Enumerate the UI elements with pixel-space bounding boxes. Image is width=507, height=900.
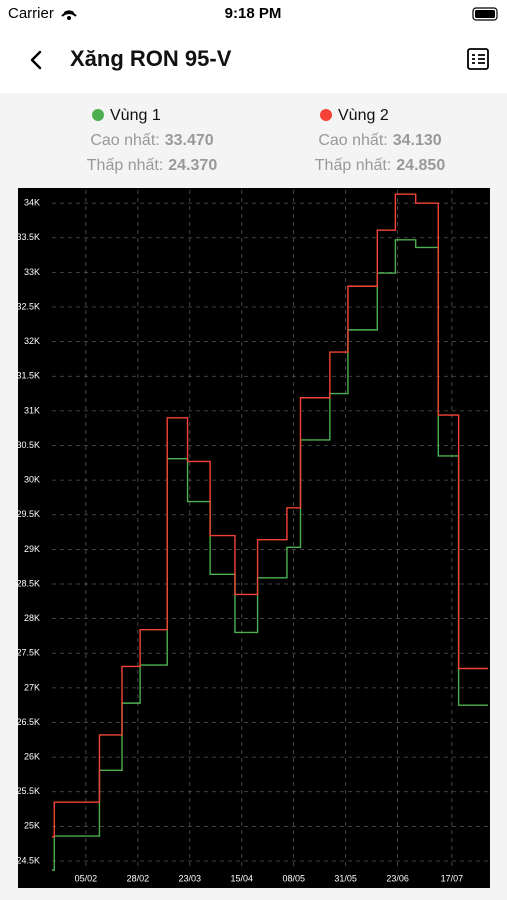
stat-value: 34.130 [393,132,442,149]
carrier: Carrier [8,5,54,22]
wifi-dot [67,16,71,20]
legend-dot [320,109,332,121]
y-tick-label: 26K [24,752,40,762]
nav-title: Xăng RON 95-V [70,46,232,71]
y-tick-label: 34K [24,198,40,208]
y-tick-label: 29.5K [16,509,40,519]
y-tick-label: 33.5K [16,232,40,242]
x-tick-label: 15/04 [230,873,253,883]
x-tick-label: 08/05 [282,873,305,883]
stat-high: Cao nhất: 33.470 [90,132,213,149]
y-tick-label: 25.5K [16,786,40,796]
stat-value: 24.850 [396,157,445,174]
stat-high: Cao nhất: 34.130 [318,132,441,149]
wifi-icon [61,10,77,17]
y-tick-label: 28K [24,613,40,623]
y-tick-label: 32.5K [16,301,40,311]
stat-label: Cao nhất: [318,132,387,149]
chart-bg [18,188,490,888]
y-tick-label: 27.5K [16,648,40,658]
x-tick-label: 23/06 [386,873,409,883]
stat-value: 33.470 [165,132,214,149]
list-button[interactable] [467,48,489,70]
legend-label: Vùng 2 [338,107,389,124]
y-tick-label: 33K [24,267,40,277]
y-tick-label: 30K [24,475,40,485]
legend-dot [92,109,104,121]
x-tick-label: 17/07 [441,873,464,883]
x-tick-label: 31/05 [334,873,357,883]
y-tick-label: 31.5K [16,371,40,381]
stat-low: Thấp nhất: 24.370 [87,157,218,174]
y-tick-label: 27K [24,682,40,692]
y-tick-label: 30.5K [16,440,40,450]
y-tick-label: 24.5K [16,855,40,865]
back-button[interactable] [30,50,42,70]
y-tick-label: 25K [24,821,40,831]
x-tick-label: 23/03 [179,873,202,883]
stat-low: Thấp nhất: 24.850 [315,157,446,174]
battery [472,7,498,21]
stat-label: Thấp nhất: [315,157,392,174]
battery-level [475,10,495,18]
x-tick-label: 28/02 [127,873,150,883]
x-tick-label: 05/02 [75,873,98,883]
y-tick-label: 29K [24,544,40,554]
stat-label: Thấp nhất: [87,157,164,174]
y-tick-label: 26.5K [16,717,40,727]
stat-label: Cao nhất: [90,132,159,149]
time: 9:18 PM [225,5,282,22]
legend-label: Vùng 1 [110,107,161,124]
y-tick-label: 28.5K [16,578,40,588]
series-line [52,193,488,838]
series-line [52,239,488,871]
y-tick-label: 31K [24,405,40,415]
stat-value: 24.370 [168,157,217,174]
y-tick-label: 32K [24,336,40,346]
chart: 24.5K 25K 25.5K 26K 26.5K 27K 27.5K 28K 28.5K 29K… [16,190,488,883]
